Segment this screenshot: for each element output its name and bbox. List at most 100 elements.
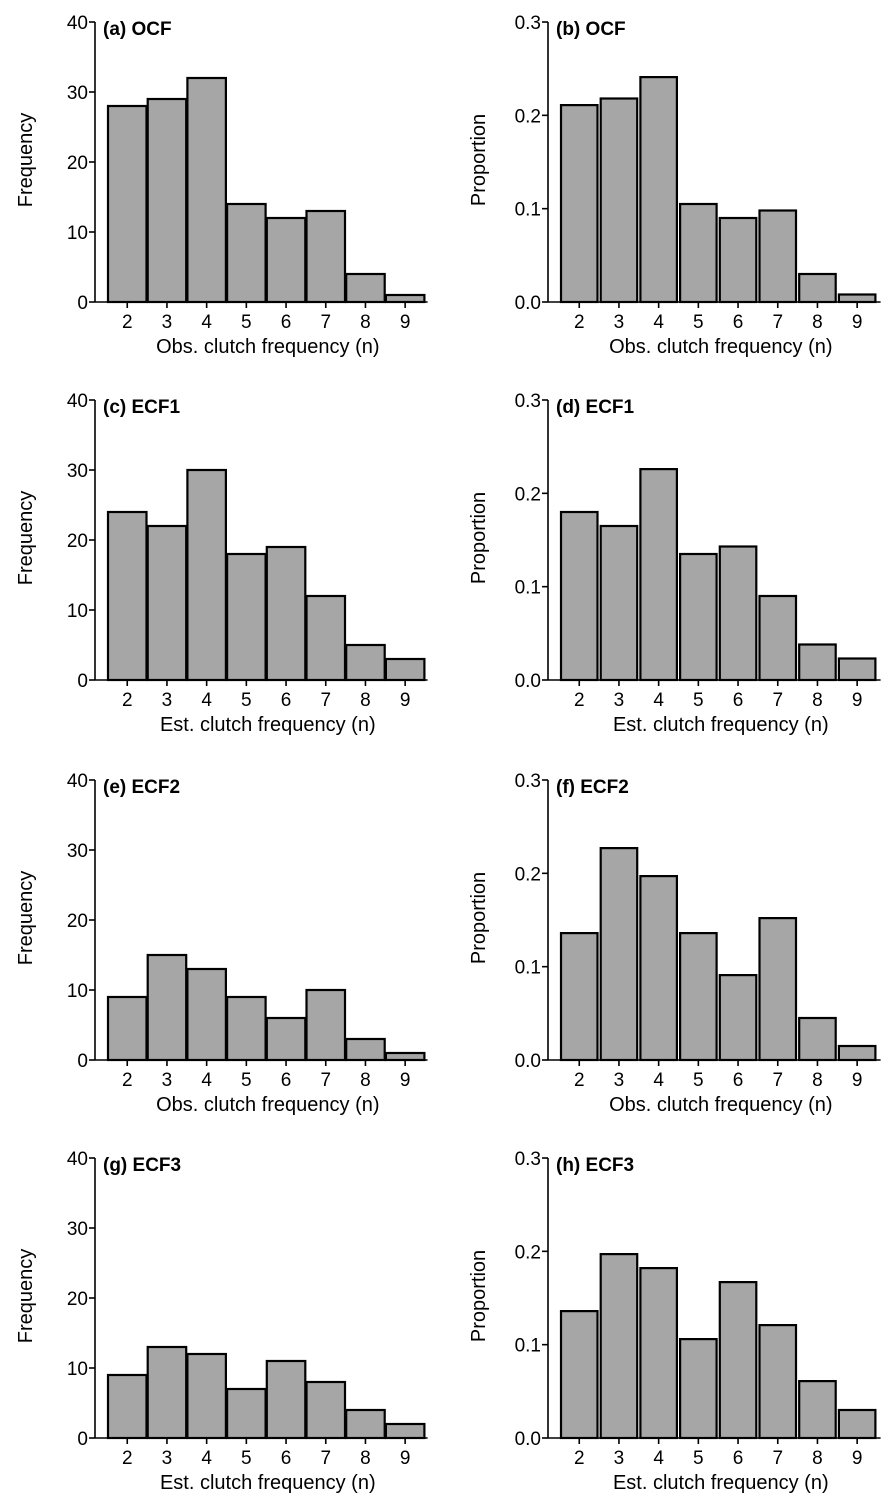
panel-c-bar-2 (106, 510, 148, 682)
panel-d-ytick-label: 0.2 (515, 484, 541, 505)
panel-f-ytick-label: 0.1 (515, 958, 541, 979)
panel-b-xtick-label: 7 (772, 312, 783, 333)
panel-f-xtick-label: 3 (614, 1070, 625, 1091)
panel-g-ytick-label: 40 (67, 1149, 88, 1170)
panel-f-xtick-label: 4 (653, 1070, 664, 1091)
panel-d-bar-8 (798, 643, 837, 682)
panel-f-bar-3 (599, 846, 639, 1062)
panel-a-bar-9 (384, 293, 426, 304)
panel-g-bar-6 (265, 1359, 307, 1440)
panel-a-xtick-label: 6 (281, 312, 292, 333)
panel-a-bar-6 (265, 216, 307, 304)
panel-g-bar-2 (106, 1373, 148, 1440)
panel-e-ytick-label: 10 (67, 981, 88, 1002)
panel-g-xtick-label: 5 (241, 1448, 252, 1469)
panel-e-xtick-label: 4 (201, 1070, 212, 1091)
panel-f-bar-9 (837, 1044, 877, 1062)
panel-f-ytick-label: 0.2 (515, 864, 541, 885)
panel-d-title: (d) ECF1 (556, 397, 635, 418)
panel-b-xtick-label: 3 (614, 312, 625, 333)
panel-b-bar-6 (718, 216, 758, 304)
panel-e-ylabel: Frequency (15, 871, 37, 966)
panel-g-xtick-label: 9 (400, 1448, 411, 1469)
panel-c-xtick-label: 2 (122, 690, 133, 711)
panel-f-bar-7 (758, 916, 798, 1062)
panel-e-xtick-label: 3 (162, 1070, 173, 1091)
panel-h-xtick-label: 4 (653, 1448, 664, 1469)
panel-h-ytick-label: 0.1 (515, 1336, 541, 1357)
panel-g-bar-3 (146, 1345, 188, 1440)
panel-b-ytick-label: 0.3 (515, 13, 541, 34)
panel-c-bar-8 (345, 643, 386, 682)
panel-f-title: (f) ECF2 (556, 777, 629, 798)
panel-b-ytick-label: 0.1 (515, 200, 541, 221)
panel-b-xtick-label: 8 (812, 312, 823, 333)
panel-e-title: (e) ECF2 (103, 777, 180, 798)
panel-d-xtick-label: 5 (693, 690, 704, 711)
panel-e-ytick-label: 0 (77, 1051, 88, 1072)
panel-f-xtick-label: 8 (812, 1070, 823, 1091)
panel-g-xtick-label: 6 (281, 1448, 292, 1469)
panel-e-bar-2 (106, 995, 148, 1062)
panel-g-xtick-label: 2 (122, 1448, 133, 1469)
panel-a-xtick-label: 7 (320, 312, 331, 333)
panel-d-xtick-label: 3 (614, 690, 625, 711)
panel-f-bar-8 (798, 1016, 837, 1062)
panel-c-ytick-label: 10 (67, 601, 88, 622)
panel-d-ytick-label: 0.0 (515, 671, 541, 692)
panel-e-ytick-label: 40 (67, 771, 88, 792)
panel-a-bar-4 (186, 76, 227, 304)
panel-f-bar-4 (639, 874, 679, 1062)
panel-d-ylabel: Proportion (468, 492, 490, 584)
panel-h-xtick-label: 6 (733, 1448, 744, 1469)
panel-b-bar-9 (837, 293, 877, 304)
panel-e-xtick-label: 5 (241, 1070, 252, 1091)
panel-f-xtick-label: 2 (574, 1070, 585, 1091)
panel-d-ytick-label: 0.3 (515, 391, 541, 412)
panel-g-bar-5 (226, 1387, 267, 1440)
panel-c-ytick-label: 30 (67, 461, 88, 482)
panel-d-bar-7 (758, 594, 798, 682)
panel-g-ytick-label: 20 (67, 1289, 88, 1310)
panel-e-bar-7 (305, 988, 347, 1062)
panel-g-bar-8 (345, 1408, 386, 1440)
panel-h-xtick-label: 2 (574, 1448, 585, 1469)
panel-e-ytick-label: 20 (67, 911, 88, 932)
panel-e-xtick-label: 9 (400, 1070, 411, 1091)
panel-a-xtick-label: 3 (162, 312, 173, 333)
panel-g-bar-4 (186, 1352, 227, 1440)
panel-b-xtick-label: 4 (653, 312, 664, 333)
panel-c-ytick-label: 20 (67, 531, 88, 552)
panel-d-bar-9 (837, 657, 877, 682)
panel-b-bar-5 (678, 202, 718, 304)
panel-b-ytick-label: 0.0 (515, 293, 541, 314)
panel-h-ytick-label: 0.2 (515, 1242, 541, 1263)
panel-c-xtick-label: 4 (201, 690, 212, 711)
panel-g-ytick-label: 10 (67, 1359, 88, 1380)
panel-h-bar-7 (758, 1323, 798, 1440)
panel-g-xtick-label: 3 (162, 1448, 173, 1469)
panel-e-bar-3 (146, 953, 188, 1062)
panel-a-bar-2 (106, 104, 148, 304)
panel-h-xtick-label: 9 (852, 1448, 863, 1469)
panel-a-bar-3 (146, 97, 188, 304)
panel-c-ytick-label: 40 (67, 391, 88, 412)
panel-c-ylabel: Frequency (15, 491, 37, 586)
panel-f-bar-2 (559, 931, 599, 1062)
panel-b-xtick-label: 2 (574, 312, 585, 333)
panel-a-title: (a) OCF (103, 19, 172, 40)
panel-f-xtick-label: 5 (693, 1070, 704, 1091)
panel-h-ytick-label: 0.3 (515, 1149, 541, 1170)
panel-b-bar-2 (559, 103, 599, 304)
panel-h-bar-3 (599, 1252, 639, 1440)
panel-b-bar-4 (639, 75, 679, 304)
panel-e-bar-9 (384, 1051, 426, 1062)
panel-a-bar-5 (226, 202, 267, 304)
panel-g-ytick-label: 30 (67, 1219, 88, 1240)
panel-f-ytick-label: 0.0 (515, 1051, 541, 1072)
panel-h-bar-8 (798, 1379, 837, 1440)
panel-g-ytick-label: 0 (77, 1429, 88, 1450)
panel-f-xtick-label: 6 (733, 1070, 744, 1091)
panel-e-xtick-label: 2 (122, 1070, 133, 1091)
